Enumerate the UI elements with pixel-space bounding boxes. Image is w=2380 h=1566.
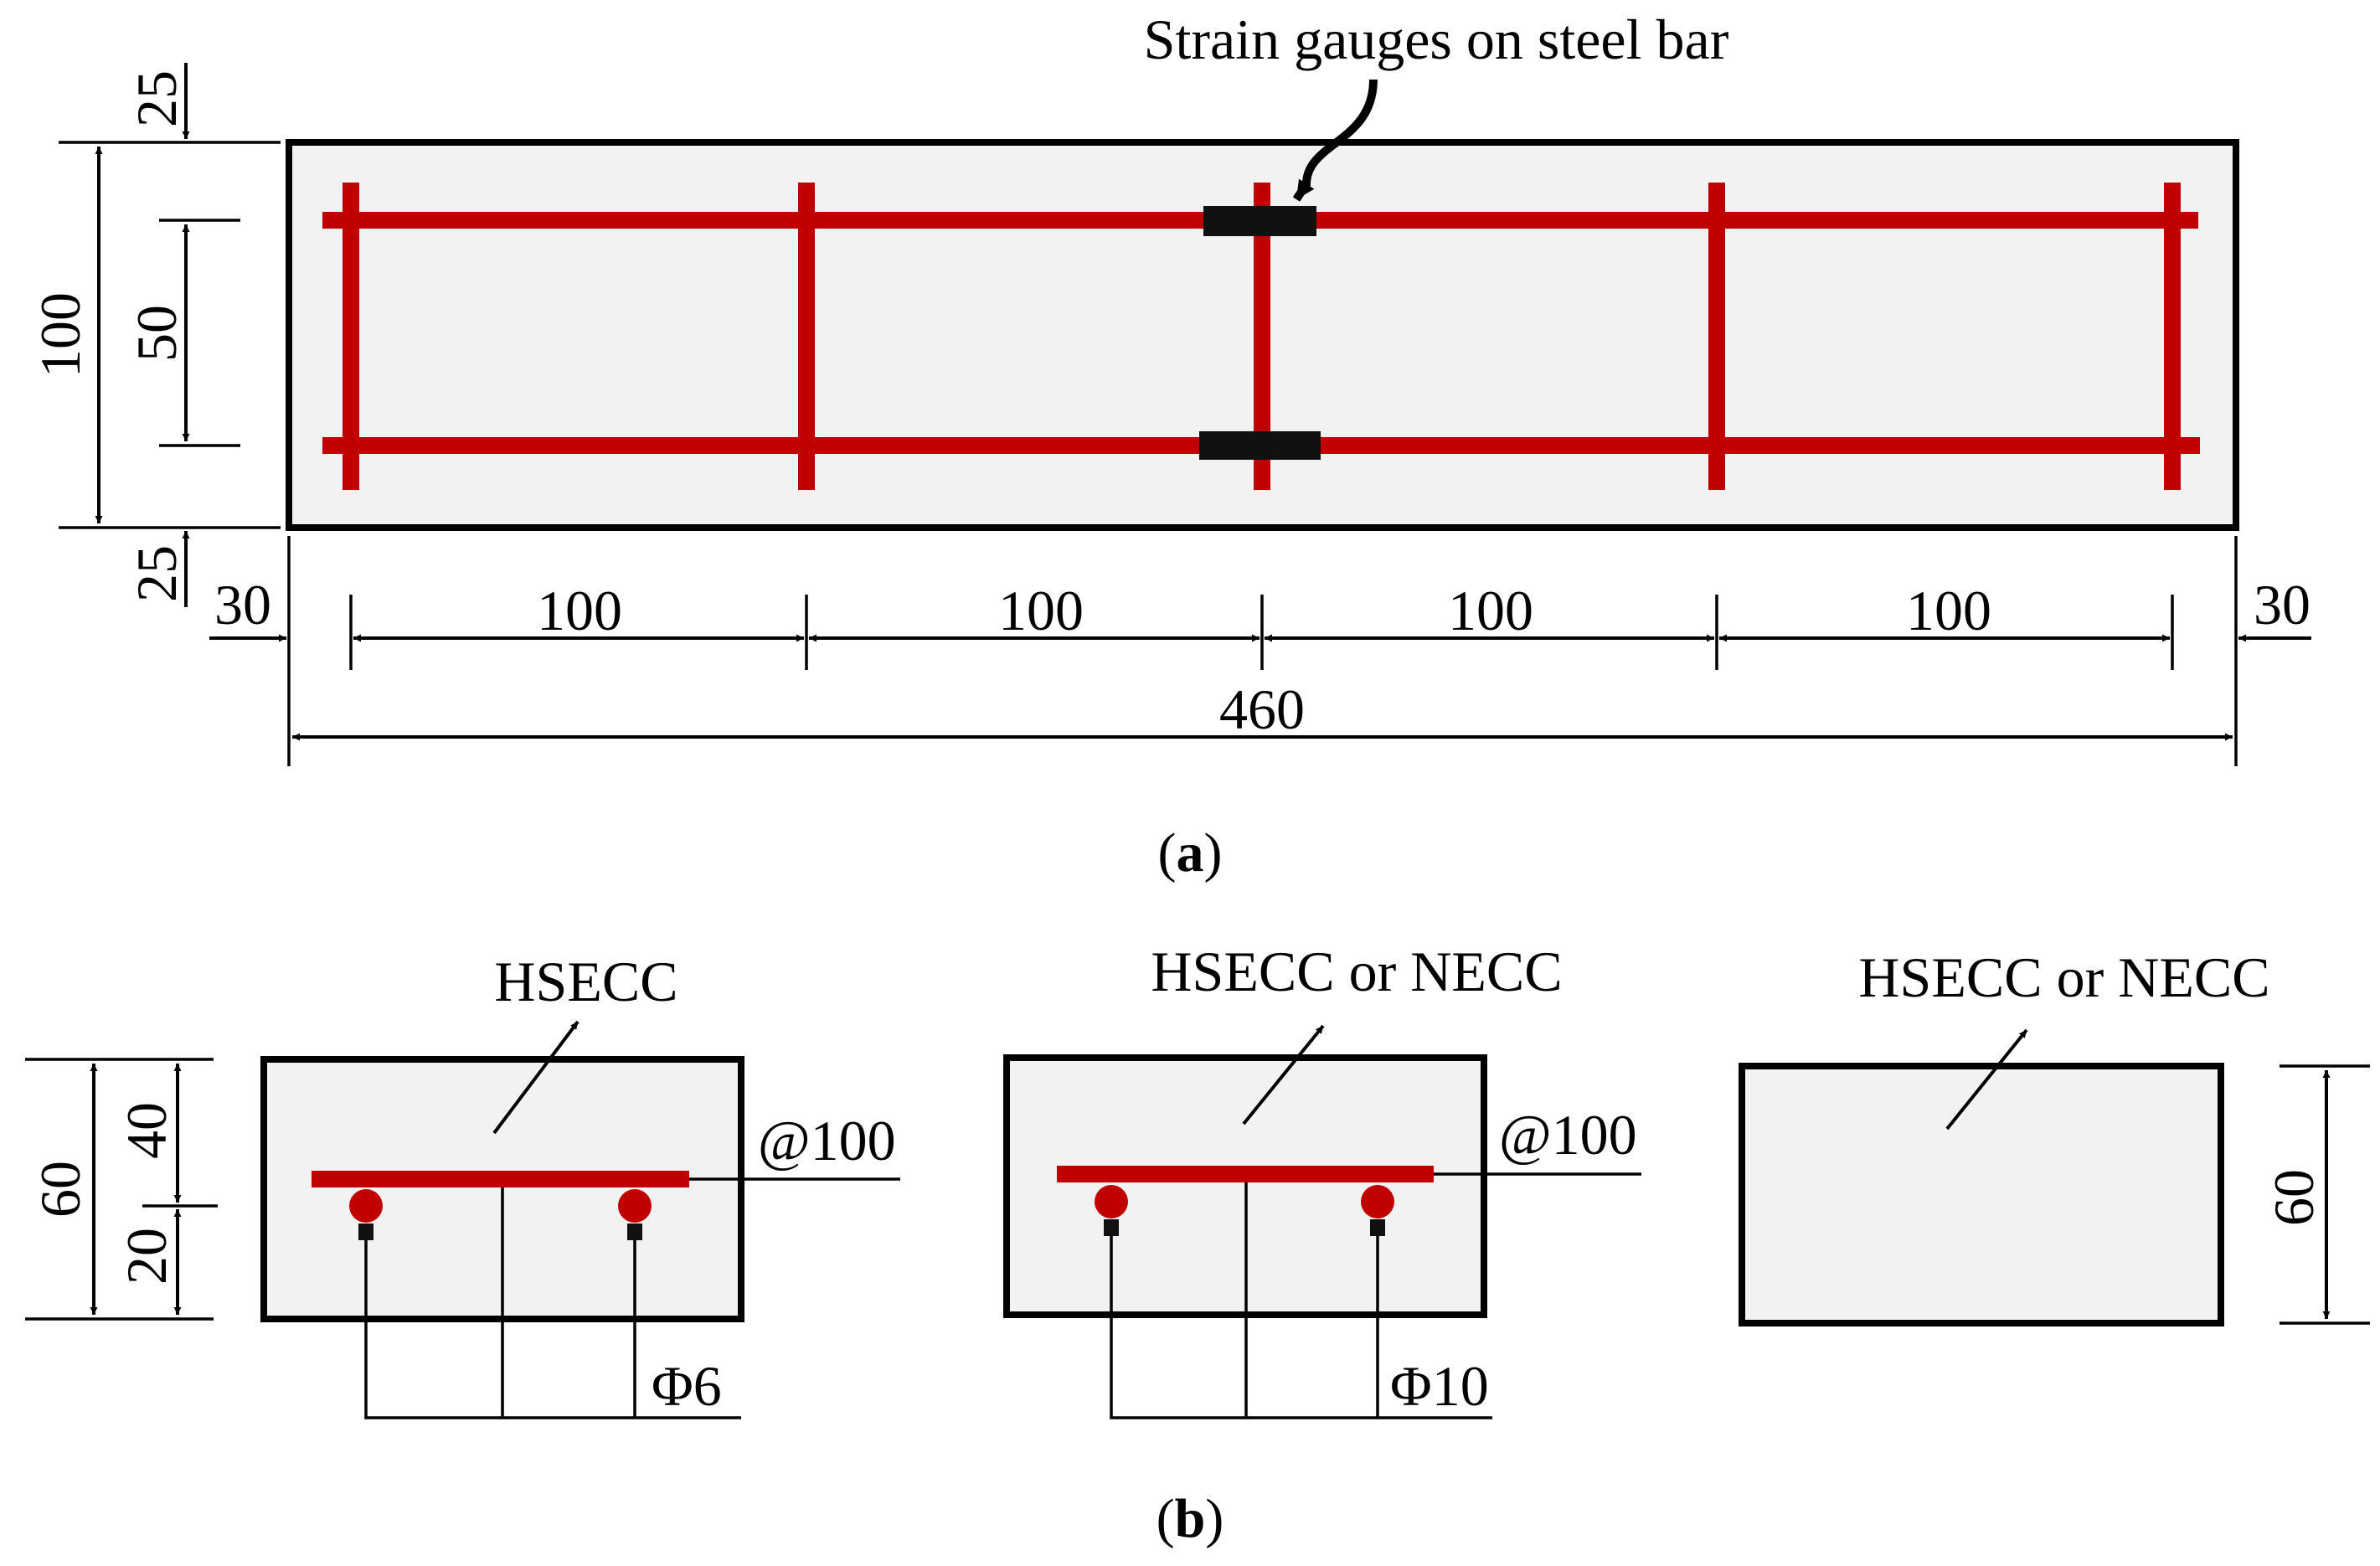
section-2: HSECC or NECC @100 Φ10	[1003, 940, 1641, 1419]
caption-a: (a)	[1158, 822, 1223, 883]
section-3-height-60: 60	[2262, 1169, 2326, 1226]
dim-label-30-left: 30	[214, 573, 271, 636]
section-2-bar-label: Φ10	[1390, 1354, 1489, 1418]
section-2-material: HSECC or NECC	[1151, 940, 1562, 1003]
bottom-dimensions: 30 100 100 100 100 30 460	[209, 536, 2311, 766]
dim-label-spacing-4: 100	[1906, 579, 1991, 642]
section-3-material-arrow	[1945, 1028, 2028, 1131]
section-1: HSECC @100 Φ6 60 40 20	[25, 950, 900, 1419]
section-1-leader-line	[364, 1240, 741, 1419]
dim-label-460: 460	[1219, 677, 1305, 741]
section-1-rebar-left	[349, 1189, 383, 1223]
section-1-gauge-right	[627, 1223, 642, 1240]
section-2-rebar-right	[1361, 1185, 1394, 1218]
section-1-rebar-right	[618, 1189, 652, 1223]
section-3: HSECC or NECC 60	[1739, 945, 2370, 1326]
dim-label-spacing-3: 100	[1448, 579, 1533, 642]
section-3-material: HSECC or NECC	[1858, 945, 2269, 1009]
dim-label-spacing-2: 100	[998, 579, 1084, 642]
section-2-rebar-left	[1095, 1185, 1128, 1218]
section-1-bar-label: Φ6	[652, 1354, 722, 1418]
section-1-gauge-left	[358, 1223, 373, 1240]
section-2-stirrup-label: @100	[1499, 1103, 1637, 1167]
strain-gauge-bottom	[1199, 431, 1321, 460]
caption-b: (b)	[1157, 1488, 1224, 1549]
section-2-leader-line	[1110, 1236, 1492, 1419]
section-3-outline	[1739, 1063, 2224, 1326]
dim-label-100: 100	[28, 292, 92, 378]
panel-a: Strain gauges on steel bar 100 25 50 25	[28, 8, 2311, 883]
section-2-gauge-left	[1104, 1219, 1119, 1236]
section-1-height-20: 20	[115, 1228, 178, 1285]
panel-b: HSECC @100 Φ6 60 40 20	[25, 940, 2370, 1549]
strain-gauge-top	[1203, 206, 1316, 236]
section-2-material-arrow	[1242, 1024, 1325, 1126]
dim-label-25-top: 25	[125, 70, 188, 127]
annotation-leader-arrow	[1292, 79, 1378, 202]
section-1-stirrup-label: @100	[758, 1109, 896, 1172]
left-dimensions: 100 25 50 25	[28, 63, 281, 607]
dim-label-50: 50	[125, 305, 188, 362]
section-2-gauge-right	[1370, 1219, 1385, 1236]
dim-label-30-right: 30	[2254, 573, 2310, 636]
dim-label-spacing-1: 100	[537, 579, 622, 642]
section-1-material: HSECC	[494, 950, 677, 1013]
section-1-height-40: 40	[115, 1102, 178, 1159]
strain-gauge-annotation: Strain gauges on steel bar	[1144, 8, 1729, 71]
section-1-height-60: 60	[28, 1161, 92, 1218]
section-1-material-arrow	[492, 1020, 580, 1135]
dim-label-25-bottom: 25	[125, 545, 188, 602]
